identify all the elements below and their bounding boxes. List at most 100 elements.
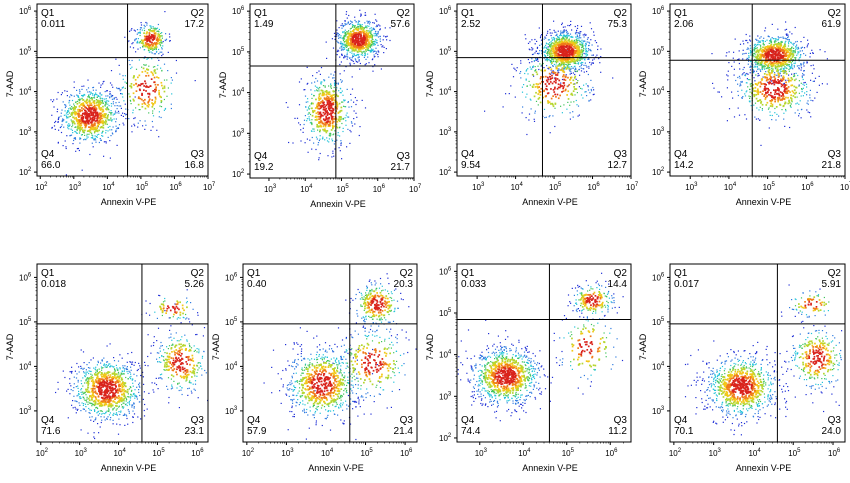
event-point xyxy=(579,44,581,46)
event-point xyxy=(101,135,103,137)
event-point xyxy=(573,54,575,56)
event-point xyxy=(330,87,332,89)
event-point xyxy=(98,105,100,108)
event-point xyxy=(71,106,73,108)
event-point xyxy=(158,116,160,118)
event-point xyxy=(124,103,126,105)
event-point xyxy=(763,44,765,46)
event-point xyxy=(536,40,538,42)
event-point xyxy=(368,25,370,27)
event-point xyxy=(341,101,343,103)
event-point xyxy=(754,43,756,46)
event-point xyxy=(337,32,339,35)
event-point xyxy=(81,127,84,129)
event-point xyxy=(373,22,375,24)
event-point xyxy=(346,45,348,47)
event-point xyxy=(350,35,353,38)
event-point xyxy=(557,36,559,38)
event-point xyxy=(356,37,358,40)
event-point xyxy=(57,91,59,94)
event-point xyxy=(551,52,553,55)
event-point xyxy=(744,114,746,116)
event-point xyxy=(775,40,777,42)
event-point xyxy=(552,65,554,67)
event-point xyxy=(362,31,365,34)
event-point xyxy=(365,58,367,60)
event-point xyxy=(327,120,330,122)
event-point xyxy=(580,44,582,46)
event-point xyxy=(568,53,571,55)
event-point xyxy=(330,83,332,85)
event-point xyxy=(739,43,742,45)
event-point xyxy=(319,113,321,115)
event-point xyxy=(566,32,568,34)
event-point xyxy=(737,76,739,79)
event-point xyxy=(351,24,354,26)
event-point xyxy=(345,46,348,48)
event-point xyxy=(115,121,117,123)
event-point xyxy=(755,66,757,68)
event-point xyxy=(93,102,96,105)
event-point xyxy=(343,37,345,39)
event-point xyxy=(145,75,147,77)
event-point xyxy=(324,112,327,115)
event-point xyxy=(158,53,160,55)
event-point xyxy=(332,150,334,152)
event-point xyxy=(86,130,89,132)
event-point xyxy=(582,68,584,70)
event-point xyxy=(152,66,155,68)
event-point xyxy=(570,82,572,84)
event-point xyxy=(125,108,127,110)
event-point xyxy=(369,28,371,30)
event-point xyxy=(78,101,81,104)
event-point xyxy=(750,66,752,68)
event-point xyxy=(588,65,590,68)
event-point xyxy=(775,74,777,76)
event-point xyxy=(146,86,149,88)
event-point xyxy=(810,99,812,101)
event-point xyxy=(115,58,117,60)
event-point xyxy=(107,119,109,121)
event-point xyxy=(770,40,772,42)
event-point xyxy=(142,39,145,42)
event-point xyxy=(64,104,66,106)
event-point xyxy=(65,147,67,150)
event-point xyxy=(84,113,86,116)
event-point xyxy=(327,104,330,106)
event-point xyxy=(333,74,335,76)
event-point xyxy=(334,84,336,86)
event-point xyxy=(99,93,101,95)
event-point xyxy=(165,33,167,35)
event-point xyxy=(344,40,347,43)
event-point xyxy=(311,82,313,84)
event-point xyxy=(533,120,536,122)
event-point xyxy=(556,50,558,52)
event-point xyxy=(370,33,372,35)
event-point xyxy=(54,128,56,130)
event-point xyxy=(342,49,344,51)
event-point xyxy=(783,82,785,84)
event-point xyxy=(325,97,328,100)
event-point xyxy=(795,86,797,89)
event-point xyxy=(566,66,569,69)
event-point xyxy=(358,20,361,22)
event-point xyxy=(794,112,796,114)
event-point xyxy=(104,91,106,93)
event-point xyxy=(337,134,339,136)
event-point xyxy=(788,99,790,102)
event-point xyxy=(554,77,557,79)
event-point xyxy=(328,123,330,126)
event-point xyxy=(70,134,73,136)
event-point xyxy=(364,64,366,66)
event-point xyxy=(573,58,576,61)
event-point xyxy=(551,71,554,73)
event-point xyxy=(96,112,99,115)
quadrant-q2-name: Q2 xyxy=(614,8,628,19)
event-point xyxy=(757,73,759,75)
event-point xyxy=(322,118,325,120)
event-point xyxy=(106,123,108,125)
event-point xyxy=(759,37,761,39)
event-point xyxy=(552,103,554,106)
event-point xyxy=(351,57,353,59)
